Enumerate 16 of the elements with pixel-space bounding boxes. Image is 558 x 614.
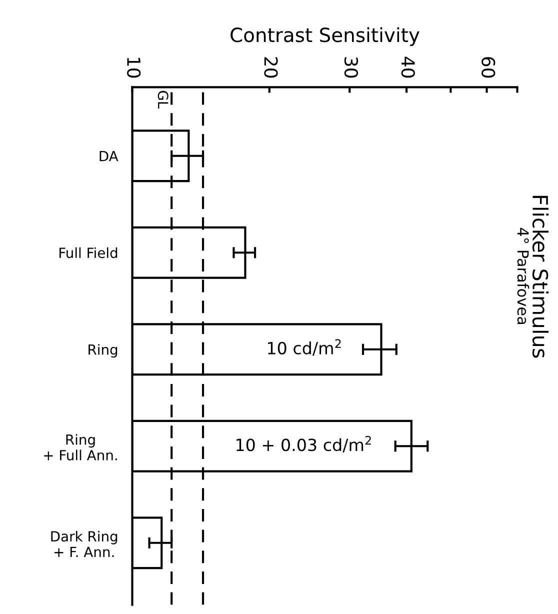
ref-line-label: GL: [158, 90, 168, 109]
y-tick-label: Ring + Full Ann.: [44, 434, 117, 460]
x-tick-label: 60: [482, 57, 496, 78]
annotation: 10 + 0.03 cd/m$^{2}$: [236, 436, 371, 452]
annotation: 10 cd/m$^{2}$: [268, 339, 341, 356]
x-tick-label: 20: [264, 57, 278, 78]
text: 4° Parafovea: [517, 228, 530, 324]
text: Flicker Stimulus: [532, 196, 549, 358]
x-tick-label: 30: [344, 57, 358, 78]
y-tick-label: DA: [100, 151, 118, 162]
y-tick-label: Ring: [88, 344, 118, 358]
y-tick-label: Full Field: [60, 247, 118, 258]
x-axis-title: Contrast Sensitivity: [230, 27, 420, 46]
x-tick-label: 10: [127, 58, 141, 78]
x-tick-label: 40: [401, 56, 415, 78]
y-tick-label: Dark Ring + F. Ann.: [51, 530, 118, 557]
